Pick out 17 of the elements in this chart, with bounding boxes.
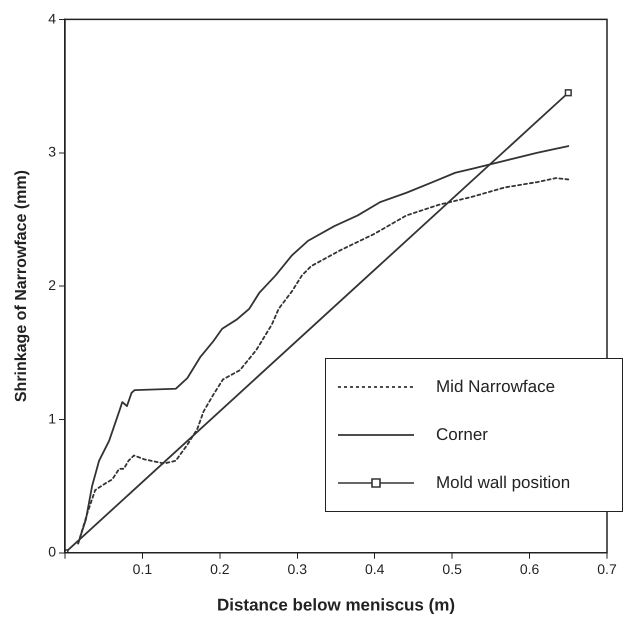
x-tick-label: 0.4	[364, 561, 385, 578]
legend-label: Corner	[436, 425, 488, 445]
y-tick-label: 1	[48, 410, 56, 426]
x-axis-title: Distance below meniscus (m)	[216, 595, 456, 614]
legend-label: Mold wall position	[436, 473, 570, 493]
x-tick-label: 0.3	[288, 561, 308, 578]
x-tick-label: 0.6	[520, 561, 540, 578]
y-tick-label: 3	[48, 144, 56, 160]
x-tick-label: 0.5	[442, 561, 462, 578]
y-tick-label: 4	[48, 10, 56, 26]
x-tick-label: 0.1	[132, 561, 152, 578]
x-tick-label: 0.7	[597, 561, 617, 578]
y-axis-title: Shrinkage of Narrowface (mm)	[13, 170, 30, 402]
x-tick-label: 0.2	[210, 561, 230, 578]
legend-label: Mid Narrowface	[436, 377, 556, 397]
y-tick-label: 0	[48, 544, 56, 560]
y-tick-label: 2	[48, 276, 56, 293]
